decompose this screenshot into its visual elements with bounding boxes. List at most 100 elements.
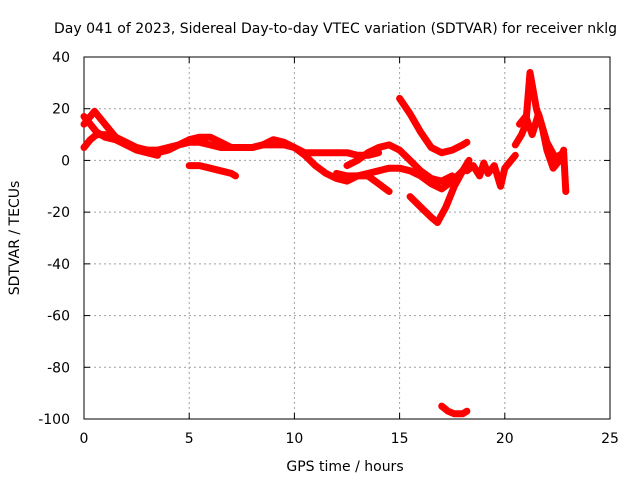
- data-point: [312, 149, 319, 156]
- data-point: [428, 214, 435, 221]
- data-point: [459, 410, 466, 417]
- data-point: [451, 183, 458, 190]
- data-point: [344, 172, 350, 179]
- series-arc-13: [516, 110, 570, 195]
- data-point: [512, 152, 519, 159]
- data-point: [518, 131, 525, 138]
- y-tick-label: -40: [47, 257, 70, 273]
- data-point: [516, 121, 523, 128]
- data-point: [497, 183, 504, 190]
- data-point: [491, 162, 498, 169]
- data-point: [396, 95, 403, 102]
- data-point: [291, 144, 298, 151]
- data-point: [123, 141, 130, 148]
- data-point: [365, 170, 372, 177]
- data-point: [249, 144, 256, 151]
- series-arc-10: [438, 402, 471, 418]
- axis-ticks: 0 5 10 15 20 25 -100 -80 -60 -40 -20 0 20 40: [38, 50, 619, 447]
- data-point: [444, 408, 451, 415]
- data-point: [386, 165, 393, 172]
- data-point: [428, 144, 435, 151]
- series-trace: [396, 94, 471, 157]
- data-point: [354, 157, 361, 164]
- x-tick-label: 10: [285, 431, 303, 447]
- data-series: [80, 69, 570, 418]
- data-point: [438, 149, 445, 156]
- series-trace: [516, 110, 570, 195]
- data-point: [133, 147, 140, 154]
- data-point: [375, 144, 382, 151]
- data-point: [442, 203, 449, 210]
- data-point: [476, 172, 483, 179]
- data-point: [562, 188, 569, 195]
- data-point: [463, 167, 470, 174]
- data-point: [417, 128, 424, 135]
- data-point: [196, 134, 203, 141]
- data-point: [470, 162, 477, 169]
- y-tick-label: 20: [52, 102, 70, 118]
- data-point: [386, 141, 393, 148]
- data-point: [207, 141, 214, 148]
- data-point: [480, 160, 487, 167]
- data-point: [438, 185, 445, 192]
- data-point: [312, 162, 319, 169]
- series-arc-11: [463, 151, 519, 190]
- data-point: [207, 165, 214, 172]
- series-arc-7: [396, 94, 471, 157]
- data-point: [333, 149, 340, 156]
- series-trace: [463, 151, 519, 190]
- plot-frame: [83, 56, 611, 420]
- data-point: [512, 141, 519, 148]
- data-point: [228, 144, 235, 151]
- data-point: [144, 149, 151, 156]
- data-point: [484, 170, 491, 177]
- data-point: [344, 149, 350, 156]
- data-point: [396, 165, 403, 172]
- data-point: [529, 131, 536, 138]
- x-tick-label: 25: [601, 431, 619, 447]
- data-point: [344, 162, 350, 169]
- data-point: [259, 141, 266, 148]
- data-point: [322, 170, 329, 177]
- data-point: [232, 172, 239, 179]
- data-point: [449, 147, 456, 154]
- data-point: [407, 110, 414, 117]
- data-point: [506, 160, 513, 167]
- grid: [84, 57, 610, 419]
- data-point: [533, 105, 540, 112]
- data-point: [386, 188, 393, 195]
- data-point: [459, 141, 466, 148]
- y-axis-label: SDTVAR / TECUs: [7, 181, 23, 296]
- data-point: [270, 136, 277, 143]
- data-point: [535, 110, 542, 117]
- data-point: [207, 134, 214, 141]
- chart-title: Day 041 of 2023, Sidereal Day-to-day VTE…: [54, 21, 617, 37]
- data-point: [102, 131, 109, 138]
- data-point: [280, 139, 287, 146]
- x-tick-label: 0: [80, 431, 89, 447]
- data-point: [196, 162, 203, 169]
- data-point: [550, 165, 557, 172]
- data-point: [333, 170, 340, 177]
- data-point: [365, 149, 372, 156]
- data-point: [217, 139, 224, 146]
- series-arc-4: [185, 162, 239, 180]
- data-point: [354, 172, 361, 179]
- data-point: [238, 144, 245, 151]
- data-point: [543, 139, 550, 146]
- y-tick-label: -100: [38, 412, 70, 428]
- data-point: [87, 136, 94, 143]
- x-tick-label: 20: [496, 431, 514, 447]
- data-point: [527, 69, 534, 76]
- data-point: [228, 170, 235, 177]
- data-point: [301, 152, 308, 159]
- series-arc-1: [80, 113, 383, 159]
- data-point: [463, 408, 470, 415]
- data-point: [560, 149, 567, 156]
- data-point: [93, 131, 100, 138]
- data-point: [552, 154, 559, 161]
- data-point: [407, 193, 414, 200]
- data-point: [522, 113, 529, 120]
- data-point: [165, 147, 172, 154]
